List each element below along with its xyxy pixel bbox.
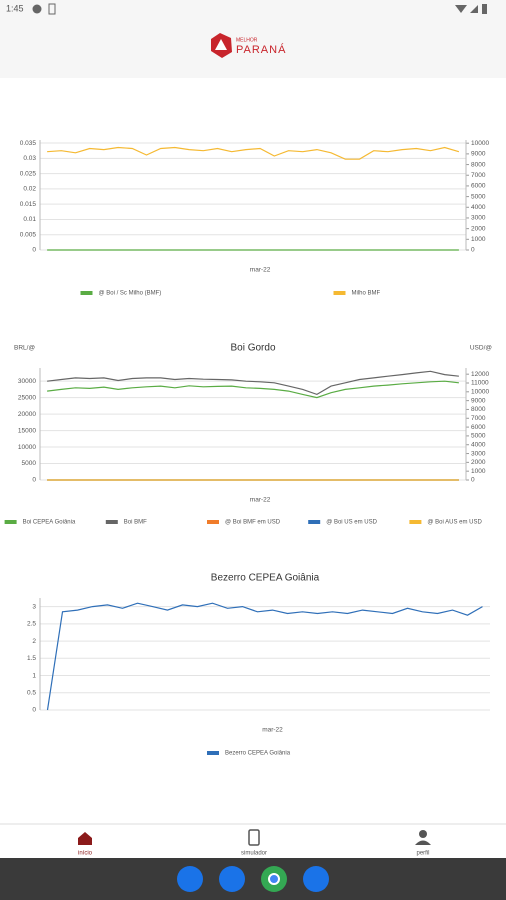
app-chrome-center — [268, 873, 280, 885]
y-tick-label: 0.03 — [23, 155, 36, 162]
legend-label: Bezerro CEPEA Goiânia — [225, 751, 291, 757]
y2-tick-label: 7000 — [471, 415, 486, 422]
y-tick-label: 0.02 — [23, 186, 36, 193]
y2-tick-label: 3000 — [471, 215, 486, 222]
legend-swatch — [333, 291, 346, 295]
chart-title: Boi Gordo — [230, 343, 275, 354]
y2-tick-label: 1000 — [471, 236, 486, 243]
battery-icon — [482, 4, 487, 14]
logo-main: PARANÁ — [236, 43, 286, 56]
y2-tick-label: 8000 — [471, 161, 486, 168]
series-line — [46, 602, 483, 711]
y-tick-label: 25000 — [18, 394, 36, 401]
y-tick-label: 0 — [32, 477, 36, 484]
y-tick-label: 1.5 — [27, 655, 36, 662]
legend-label: @ Boi BMF em USD — [225, 520, 281, 526]
legend-label: Milho BMF — [352, 291, 381, 297]
y-tick-label: 1 — [32, 672, 36, 679]
legend-label: Boi BMF — [124, 520, 147, 526]
y2-tick-label: 4000 — [471, 204, 486, 211]
y-tick-label: 30000 — [18, 378, 36, 385]
y-tick-label: 3 — [32, 603, 36, 610]
y-tick-label: 5000 — [22, 460, 37, 467]
nav-label[interactable]: simulador — [241, 851, 267, 857]
y2-tick-label: 8000 — [471, 406, 486, 413]
series-line — [47, 380, 459, 399]
y2-tick-label: 3000 — [471, 450, 486, 457]
y2-tick-label: 6000 — [471, 424, 486, 431]
legend-swatch — [207, 520, 219, 524]
y-axis-label: BRL/@ — [14, 345, 35, 352]
y2-tick-label: 9000 — [471, 397, 486, 404]
y2-tick-label: 7000 — [471, 172, 486, 179]
system-bar — [0, 858, 506, 900]
x-tick-label: mar-22 — [262, 727, 283, 734]
x-tick-label: mar-22 — [250, 497, 271, 504]
y-tick-label: 0.015 — [20, 201, 37, 208]
y-tick-label: 2.5 — [27, 621, 36, 628]
y2-tick-label: 10000 — [471, 140, 489, 147]
y2-tick-label: 5000 — [471, 433, 486, 440]
wifi-icon — [455, 5, 467, 13]
y2-tick-label: 0 — [471, 247, 475, 254]
legend-swatch — [4, 520, 17, 524]
y2-tick-label: 9000 — [471, 151, 486, 158]
app-phone[interactable] — [177, 866, 203, 892]
home-icon[interactable] — [78, 832, 92, 845]
y-tick-label: 0.005 — [20, 231, 37, 238]
legend-swatch — [105, 520, 118, 524]
profile-icon-body[interactable] — [415, 840, 431, 846]
legend-label: @ Boi / Sc Milho (BMF) — [99, 291, 162, 297]
chart-title: Bezerro CEPEA Goiânia — [211, 573, 320, 584]
y2-tick-label: 6000 — [471, 183, 486, 190]
y2-tick-label: 10000 — [471, 389, 489, 396]
status-time: 1:45 — [6, 3, 24, 13]
y2-tick-label: 1000 — [471, 468, 486, 475]
y-tick-label: 20000 — [18, 411, 36, 418]
y2-axis-label: USD/@ — [470, 345, 493, 352]
y2-tick-label: 12000 — [471, 371, 489, 378]
y-tick-label: 15000 — [18, 427, 36, 434]
header-bg — [0, 0, 506, 78]
y2-tick-label: 2000 — [471, 225, 486, 232]
y2-tick-label: 0 — [471, 477, 475, 484]
logo-mark-inner — [215, 39, 227, 50]
y-tick-label: 0.025 — [20, 170, 37, 177]
legend-swatch — [80, 291, 93, 295]
y-tick-label: 0.035 — [20, 140, 37, 147]
profile-icon[interactable] — [419, 830, 427, 838]
series-line — [47, 370, 459, 396]
logo-top: MELHOR — [236, 37, 258, 43]
y-tick-label: 0 — [32, 707, 36, 714]
y-tick-label: 2 — [32, 638, 36, 645]
y-tick-label: 0 — [32, 247, 36, 254]
simulator-icon[interactable] — [248, 829, 260, 846]
legend-swatch — [308, 520, 321, 524]
y2-tick-label: 4000 — [471, 441, 486, 448]
legend-swatch — [409, 520, 422, 524]
y-tick-label: 0.5 — [27, 689, 36, 696]
x-tick-label: mar-22 — [250, 267, 271, 274]
y2-tick-label: 11000 — [471, 380, 489, 387]
status-icon — [32, 4, 42, 14]
y2-tick-label: 5000 — [471, 193, 486, 200]
y2-tick-label: 2000 — [471, 459, 486, 466]
status-icon — [48, 3, 56, 15]
legend-label: @ Boi US em USD — [326, 520, 377, 526]
y-tick-label: 0.01 — [23, 216, 36, 223]
nav-label[interactable]: início — [78, 851, 93, 857]
series-line — [47, 146, 460, 160]
legend-swatch — [207, 751, 219, 755]
nav-label[interactable]: perfil — [416, 851, 429, 857]
app-camera[interactable] — [303, 866, 329, 892]
app-messages[interactable] — [219, 866, 245, 892]
legend-label: @ Boi AUS em USD — [427, 520, 482, 526]
y-tick-label: 10000 — [18, 444, 36, 451]
signal-icon — [470, 5, 478, 13]
legend-label: Boi CEPEA Goiânia — [23, 520, 76, 526]
